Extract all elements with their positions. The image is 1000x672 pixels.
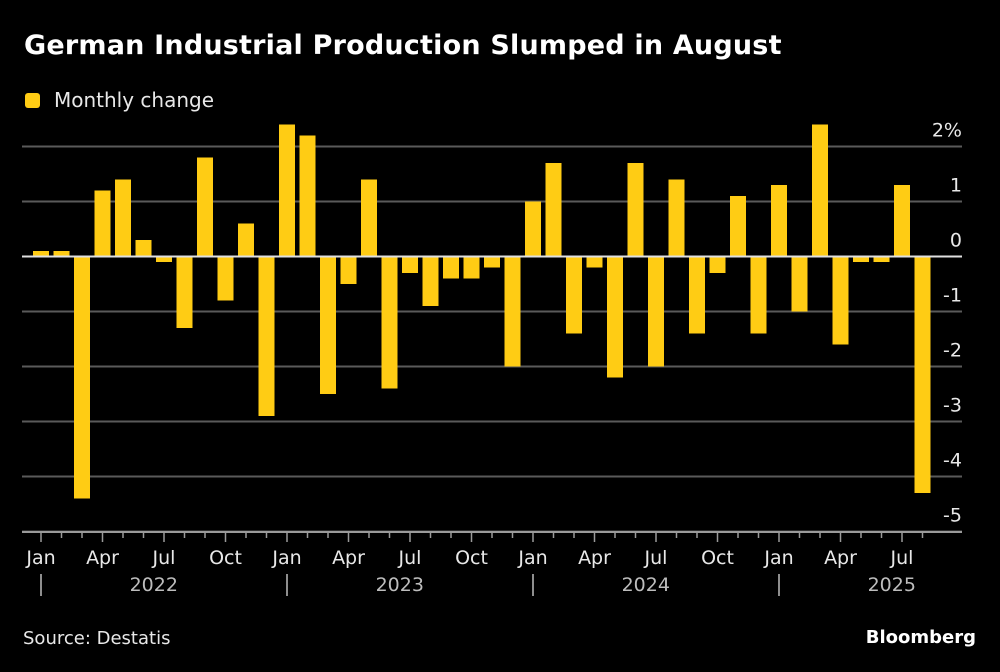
x-tick-label-month: Jan <box>271 547 301 569</box>
bar <box>238 223 254 257</box>
bar <box>320 256 336 394</box>
bar <box>853 256 869 262</box>
x-tick-label-year: 2023 <box>376 574 424 596</box>
bar <box>525 201 541 257</box>
bar <box>361 179 377 257</box>
x-tick-label-month: Jan <box>763 547 793 569</box>
y-tick-label: -3 <box>943 395 962 417</box>
x-tick-label-month: Oct <box>455 547 488 569</box>
y-tick-label: -4 <box>943 450 962 472</box>
bar <box>566 256 582 334</box>
bar <box>504 256 521 367</box>
x-tick-label-month: Jul <box>152 547 176 569</box>
bar <box>279 124 295 257</box>
x-tick-label-month: Apr <box>578 547 611 569</box>
bar <box>689 256 705 334</box>
x-tick-label-month: Apr <box>824 547 857 569</box>
bar <box>484 256 500 268</box>
bar <box>463 256 480 279</box>
y-tick-label: 1 <box>950 175 962 197</box>
bar <box>197 157 213 257</box>
bloomberg-logo: Bloomberg <box>865 627 976 648</box>
bar <box>299 135 316 257</box>
bar <box>873 256 890 262</box>
bar <box>586 256 603 268</box>
bar <box>402 256 418 273</box>
x-tick-label-month: Jan <box>25 547 55 569</box>
x-tick-label-year: 2022 <box>130 574 178 596</box>
x-axis: Jan Apr Jul Oct Jan Apr Jul Oct Jan Apr Jul Oct Jan A… <box>22 531 962 596</box>
y-tick-label: -2 <box>943 340 962 362</box>
source-note: Source: Destatis <box>23 628 171 649</box>
bar <box>422 256 439 306</box>
bar <box>94 190 111 257</box>
legend-swatch-monthly-change <box>25 92 40 108</box>
bar <box>914 256 931 493</box>
bar <box>709 256 726 273</box>
bar <box>340 256 357 284</box>
bar <box>791 256 808 312</box>
bar <box>135 240 152 257</box>
bar <box>74 256 90 499</box>
y-tick-label: 0 <box>950 230 962 252</box>
bar <box>750 256 767 334</box>
y-tick-label: -1 <box>943 285 962 307</box>
bar <box>33 251 49 257</box>
x-tick-label-month: Oct <box>209 547 242 569</box>
chart-title: German Industrial Production Slumped in … <box>24 30 782 61</box>
x-tick-label-month: Apr <box>86 547 119 569</box>
bar <box>156 256 172 262</box>
bar <box>771 185 787 257</box>
bar <box>894 185 910 257</box>
bar <box>730 196 746 257</box>
x-tick-label-month: Oct <box>701 547 734 569</box>
bar <box>648 256 664 367</box>
y-axis-labels: 2% 1 0 -1 -2 -3 -4 -5 <box>932 120 962 527</box>
x-tick-label-month: Jul <box>644 547 668 569</box>
bar <box>832 256 849 345</box>
bars <box>33 124 931 499</box>
bar <box>217 256 234 301</box>
bar <box>812 124 828 257</box>
x-tick-label-month: Apr <box>332 547 365 569</box>
y-tick-label: -5 <box>943 505 962 527</box>
bar <box>607 256 623 378</box>
x-tick-label-month: Jan <box>517 547 547 569</box>
y-tick-label: 2% <box>932 120 962 142</box>
bar <box>258 256 275 416</box>
bar <box>627 163 644 257</box>
bar <box>443 256 459 279</box>
bar <box>381 256 398 389</box>
x-tick-label-month: Jul <box>398 547 422 569</box>
x-tick-label-year: 2025 <box>868 574 916 596</box>
x-tick-label-month: Jul <box>890 547 914 569</box>
bar <box>176 256 193 328</box>
bar <box>115 179 131 257</box>
legend-label-monthly-change: Monthly change <box>54 88 215 112</box>
legend: Monthly change <box>25 88 214 112</box>
bar <box>545 163 562 257</box>
x-tick-label-year: 2024 <box>622 574 670 596</box>
bar <box>668 179 685 257</box>
bar <box>53 251 70 257</box>
